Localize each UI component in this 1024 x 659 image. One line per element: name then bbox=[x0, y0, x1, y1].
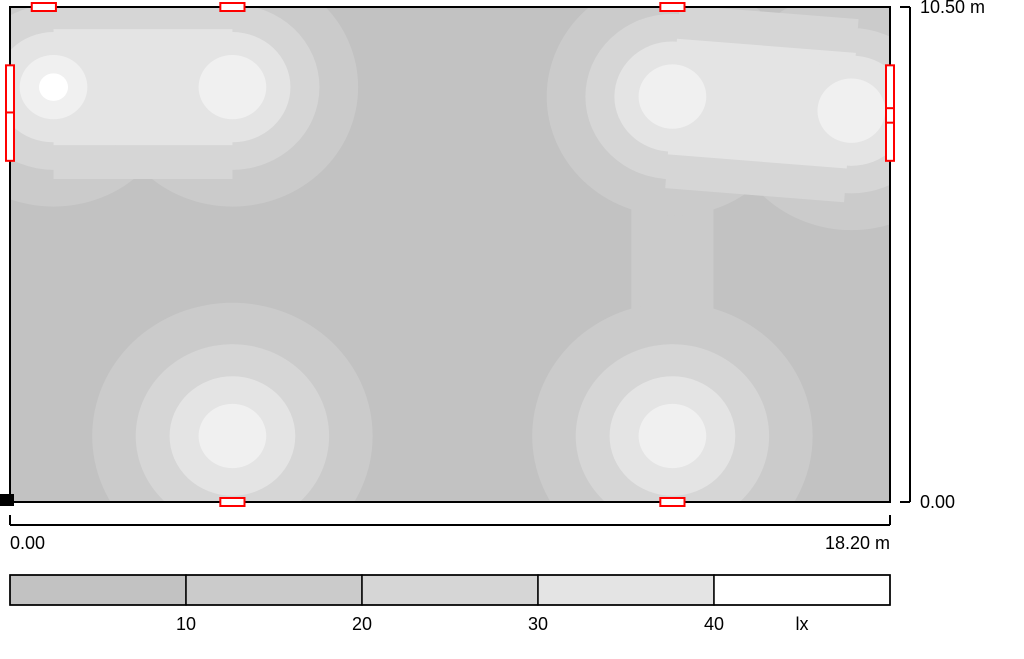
contour-blob bbox=[39, 73, 68, 101]
luminaire-icon bbox=[886, 108, 894, 123]
legend-swatch bbox=[714, 575, 890, 605]
contour-blob bbox=[817, 79, 885, 143]
legend-swatch bbox=[362, 575, 538, 605]
x-tick-label: 18.20 m bbox=[825, 533, 890, 553]
contour-blob bbox=[639, 404, 707, 468]
luminaire-icon bbox=[660, 498, 684, 506]
legend-swatch bbox=[538, 575, 714, 605]
legend-unit-label: lx bbox=[796, 614, 809, 634]
illuminance-heatmap: 10.50 m 0.00 0.00 18.20 m 10 20 30 40 lx bbox=[0, 0, 1024, 659]
luminaire-icon bbox=[6, 65, 14, 113]
luminaire-icon bbox=[220, 498, 244, 506]
contour-blob bbox=[639, 64, 707, 128]
luminaire-icon bbox=[886, 65, 894, 113]
legend-tick-label: 40 bbox=[704, 614, 724, 634]
legend-swatch bbox=[186, 575, 362, 605]
contour-blob bbox=[199, 404, 267, 468]
origin-marker bbox=[0, 494, 14, 506]
luminaire-icon bbox=[6, 112, 14, 160]
legend-tick-label: 10 bbox=[176, 614, 196, 634]
legend-tick-label: 20 bbox=[352, 614, 372, 634]
luminaire-icon bbox=[660, 3, 684, 11]
y-tick-label: 0.00 bbox=[920, 492, 955, 512]
y-tick-label: 10.50 m bbox=[920, 0, 985, 17]
legend-tick-label: 30 bbox=[528, 614, 548, 634]
luminaire-icon bbox=[220, 3, 244, 11]
luminaire-icon bbox=[32, 3, 56, 11]
x-tick-label: 0.00 bbox=[10, 533, 45, 553]
legend-swatch bbox=[10, 575, 186, 605]
contour-blob bbox=[199, 55, 267, 119]
